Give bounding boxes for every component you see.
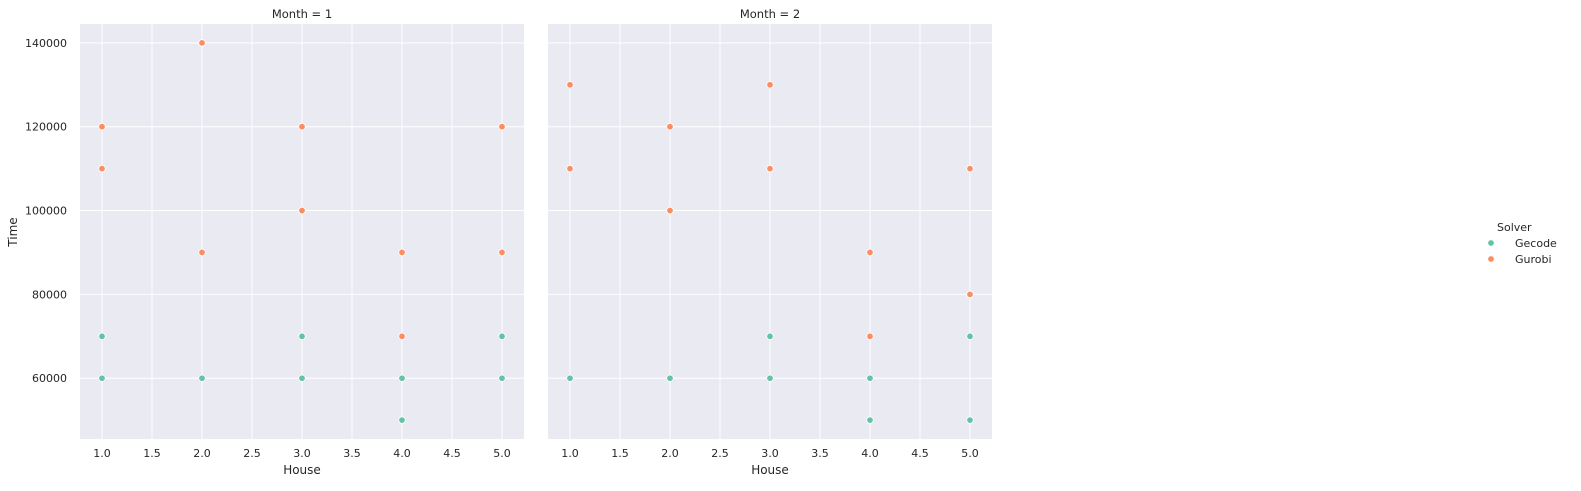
facet-panel: 1.0 1.5 2.0 2.5 3.0 3.5 4.0 4.5 5.0 60000 80000 100… (25, 7, 524, 477)
series-gurobi (98, 39, 506, 340)
data-point (966, 332, 974, 340)
data-point (966, 164, 974, 173)
data-point (98, 332, 106, 340)
data-point (866, 332, 874, 340)
data-point (498, 332, 506, 340)
x-tick-label: 4.5 (443, 447, 461, 460)
facet-title: Month = 1 (272, 7, 332, 21)
x-tick-label: 1.0 (93, 447, 111, 460)
data-point (498, 123, 506, 131)
legend-label: Gurobi (1515, 253, 1552, 266)
data-point (566, 164, 574, 173)
data-point (398, 248, 406, 257)
x-tick-label: 1.5 (143, 447, 161, 460)
series-gecode (566, 332, 974, 424)
series-gecode (98, 332, 506, 424)
y-axis-label: Time (6, 217, 20, 247)
facet-panel: 1.0 1.5 2.0 2.5 3.0 3.5 4.0 4.5 5.0 Month = 2 Hous… (548, 7, 992, 477)
data-point (566, 374, 574, 382)
x-tick-label: 5.0 (961, 447, 979, 460)
data-point (966, 416, 974, 424)
x-tick-label: 2.5 (711, 447, 729, 460)
legend-marker (1487, 239, 1495, 247)
y-tick-label: 100000 (25, 205, 67, 218)
x-tick-label: 3.5 (343, 447, 361, 460)
data-point (298, 206, 306, 215)
x-tick-label: 2.0 (193, 447, 211, 460)
y-tick-label: 80000 (32, 288, 67, 301)
legend-title: Solver (1497, 221, 1532, 234)
data-point (398, 332, 406, 340)
x-tick-label: 5.0 (493, 447, 511, 460)
data-point (98, 123, 106, 131)
data-point (866, 248, 874, 257)
x-tick-label: 4.0 (861, 447, 879, 460)
x-tick-label: 4.5 (911, 447, 929, 460)
data-point (666, 374, 674, 382)
data-point (866, 416, 874, 424)
series-gurobi (566, 81, 974, 340)
data-point (766, 81, 774, 89)
x-tick-label: 3.0 (761, 447, 779, 460)
data-point (298, 123, 306, 131)
data-point (766, 374, 774, 382)
facet-title: Month = 2 (740, 7, 800, 21)
data-point (766, 164, 774, 173)
data-point (198, 374, 206, 382)
data-point (398, 416, 406, 424)
legend-label: Gecode (1515, 237, 1557, 250)
data-point (866, 374, 874, 382)
data-point (298, 332, 306, 340)
data-point (666, 206, 674, 215)
legend-marker (1487, 255, 1495, 263)
x-tick-label: 3.5 (811, 447, 829, 460)
data-point (398, 374, 406, 382)
data-point (498, 248, 506, 257)
x-tick-label: 2.0 (661, 447, 679, 460)
facet-panels: 1.0 1.5 2.0 2.5 3.0 3.5 4.0 4.5 5.0 60000 80000 100… (25, 7, 992, 477)
x-axis-label: House (283, 463, 321, 477)
data-point (98, 164, 106, 173)
data-point (98, 374, 106, 382)
y-tick-label: 120000 (25, 121, 67, 134)
data-point (498, 374, 506, 382)
x-tick-label: 3.0 (293, 447, 311, 460)
data-point (766, 332, 774, 340)
data-point (566, 81, 574, 89)
x-tick-label: 2.5 (243, 447, 261, 460)
data-point (198, 248, 206, 257)
data-point (666, 123, 674, 131)
data-point (966, 290, 974, 299)
data-point (298, 374, 306, 382)
legend: Solver Gecode Gurobi (1487, 221, 1557, 266)
data-point (198, 39, 206, 47)
y-tick-label: 60000 (32, 372, 67, 385)
x-tick-label: 1.5 (611, 447, 629, 460)
x-axis-label: House (751, 463, 789, 477)
y-tick-label: 140000 (25, 37, 67, 50)
x-tick-label: 4.0 (393, 447, 411, 460)
x-tick-label: 1.0 (561, 447, 579, 460)
